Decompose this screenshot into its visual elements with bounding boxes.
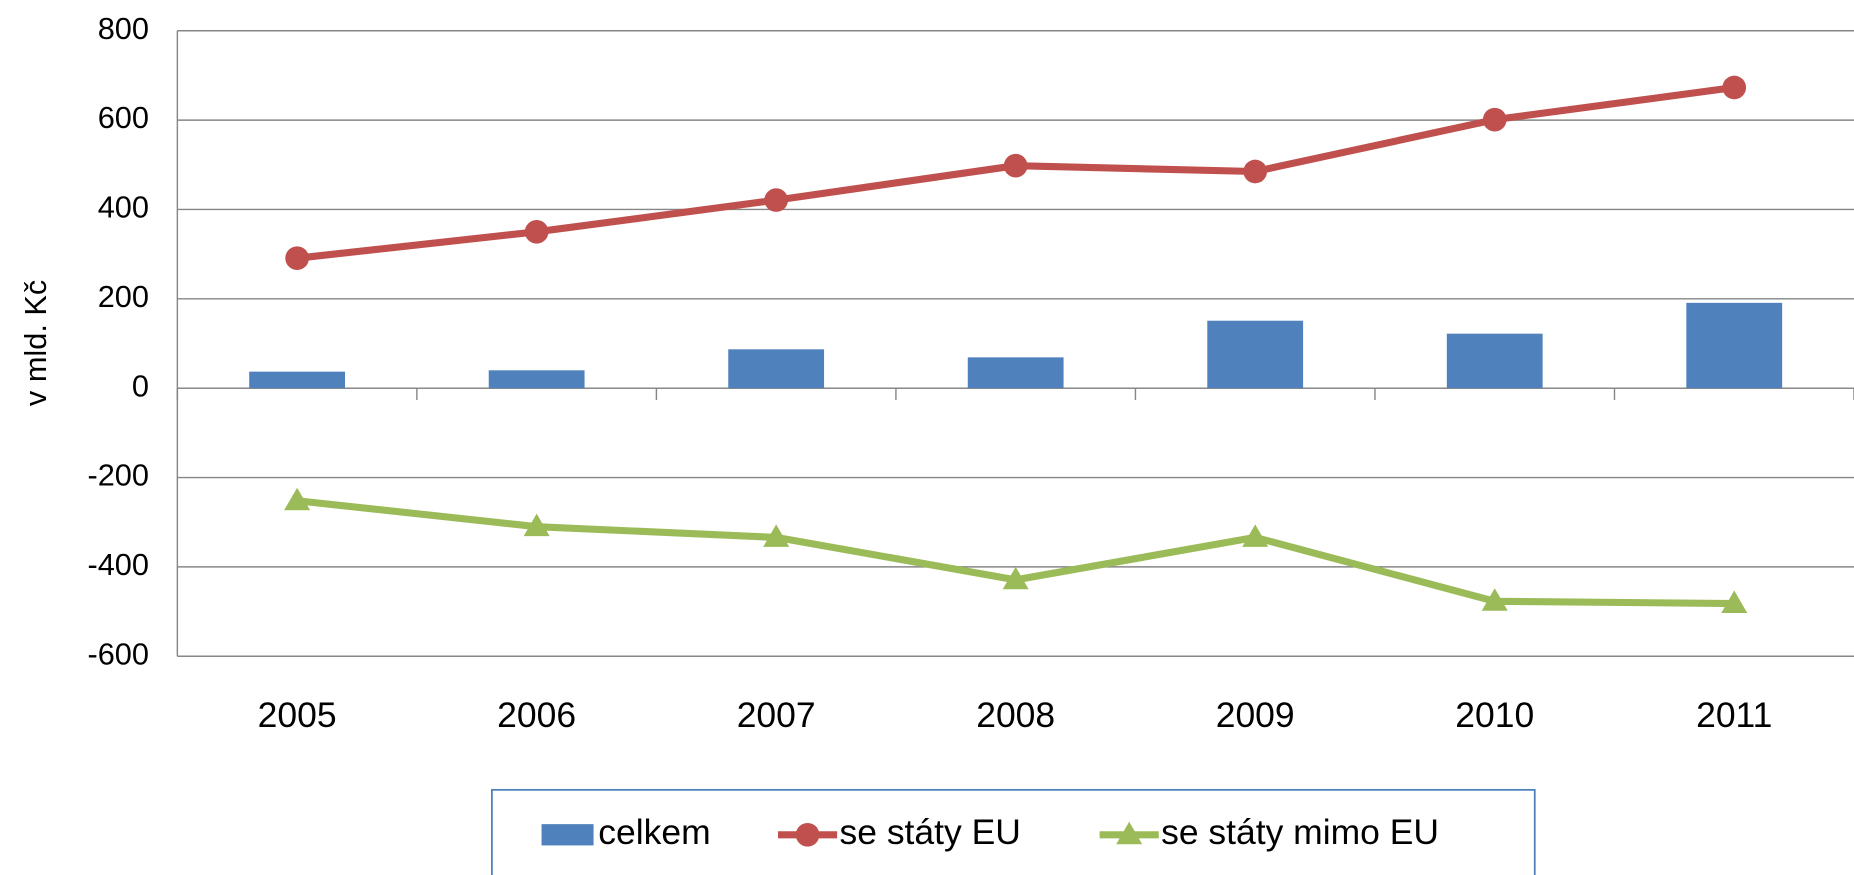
- bar: [728, 349, 825, 389]
- y-tick-label: -400: [87, 547, 149, 582]
- x-tick-label: 2010: [1455, 695, 1534, 735]
- marker: [1721, 590, 1748, 613]
- bar: [967, 357, 1064, 389]
- x-tick-label: 2008: [976, 695, 1055, 735]
- y-tick-label: 400: [98, 190, 149, 225]
- marker: [764, 188, 788, 212]
- marker: [1243, 159, 1268, 184]
- marker: [763, 524, 790, 547]
- legend-marker: [1116, 821, 1143, 845]
- marker: [1242, 524, 1269, 547]
- legend-box: [490, 788, 1536, 875]
- marker: [1482, 107, 1507, 132]
- marker: [1003, 153, 1028, 178]
- legend-label: se státy mimo EU: [1161, 812, 1439, 852]
- marker: [524, 219, 549, 244]
- bar: [1686, 302, 1783, 389]
- bar: [1446, 333, 1543, 389]
- legend-marker: [795, 822, 820, 847]
- bar: [1207, 320, 1304, 389]
- y-tick-label: -600: [87, 636, 149, 671]
- y-tick-label: 800: [98, 11, 149, 46]
- legend-swatch: [541, 824, 594, 846]
- marker: [1722, 75, 1747, 100]
- y-tick-label: 200: [98, 279, 149, 314]
- x-tick-label: 2005: [258, 695, 337, 735]
- y-tick-label: -200: [87, 458, 149, 493]
- y-axis-title: v mld. Kč: [18, 280, 53, 406]
- y-tick-label: 0: [132, 368, 149, 403]
- marker: [523, 513, 550, 537]
- x-tick-label: 2009: [1216, 695, 1295, 735]
- marker: [1002, 566, 1029, 590]
- x-tick-label: 2007: [737, 695, 816, 735]
- x-tick-label: 2011: [1696, 695, 1772, 735]
- bar: [249, 371, 346, 389]
- y-tick-label: 600: [98, 100, 149, 135]
- x-tick-label: 2006: [497, 695, 576, 735]
- legend-label: se státy EU: [840, 812, 1021, 852]
- marker: [1481, 588, 1508, 611]
- bar: [488, 370, 585, 389]
- marker: [284, 487, 311, 511]
- legend-label: celkem: [598, 812, 710, 852]
- marker: [285, 246, 309, 270]
